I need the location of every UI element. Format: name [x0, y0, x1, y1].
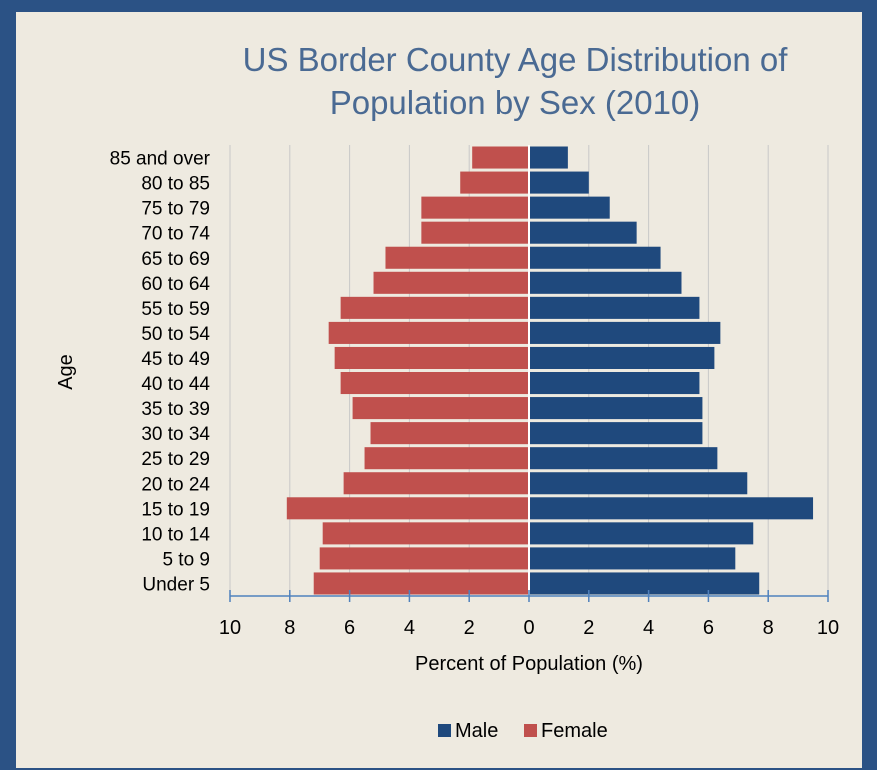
chart-title: US Border County Age Distribution of Pop… [242, 41, 788, 121]
x-tick-label: 8 [284, 617, 295, 639]
gridlines [229, 145, 829, 596]
legend-swatch-female [524, 724, 537, 737]
female-bar [328, 321, 529, 344]
legend: Male Female [438, 720, 608, 742]
female-bar [352, 397, 529, 420]
male-bar [529, 572, 760, 595]
male-bar [529, 447, 718, 470]
category-label: 40 to 44 [141, 374, 210, 395]
female-bar [334, 346, 529, 369]
x-tick-label: 2 [583, 617, 594, 639]
male-bar [529, 196, 610, 219]
x-tick-label: 6 [703, 617, 714, 639]
category-label: 15 to 19 [141, 499, 210, 520]
category-label: 50 to 54 [141, 324, 210, 345]
female-bar [364, 447, 529, 470]
male-bar [529, 346, 715, 369]
x-axis-label: Percent of Population (%) [415, 653, 643, 675]
male-bar [529, 472, 748, 495]
x-tick-label: 10 [219, 617, 241, 639]
category-label: 45 to 49 [141, 349, 210, 370]
male-bar [529, 497, 814, 520]
category-label: 85 and over [110, 149, 211, 170]
x-tick-label: 4 [404, 617, 415, 639]
male-bar [529, 422, 703, 445]
category-label: 5 to 9 [162, 549, 210, 570]
male-bar [529, 246, 661, 269]
category-label: 70 to 74 [141, 224, 210, 245]
category-label: 30 to 34 [141, 424, 210, 445]
category-label: 65 to 69 [141, 249, 210, 270]
category-label: 25 to 29 [141, 449, 210, 470]
female-bar [313, 572, 529, 595]
female-bar [340, 296, 529, 319]
category-label: 35 to 39 [141, 399, 210, 420]
x-tick-label: 4 [643, 617, 654, 639]
female-bar [319, 547, 529, 570]
category-label: 60 to 64 [141, 274, 210, 295]
x-axis: 10 8 6 4 2 0 2 4 6 8 10 [219, 590, 839, 639]
female-bar [322, 522, 529, 545]
legend-label-male: Male [455, 720, 498, 742]
x-tick-label: 0 [523, 617, 534, 639]
male-bar [529, 271, 682, 294]
category-label: 55 to 59 [141, 299, 210, 320]
y-axis-label: Age [55, 354, 77, 390]
x-tick-label: 6 [344, 617, 355, 639]
female-bar [343, 472, 529, 495]
x-tick-label: 8 [763, 617, 774, 639]
female-bar [385, 246, 529, 269]
x-tick-label: 10 [817, 617, 839, 639]
category-label: 10 to 14 [141, 524, 210, 545]
male-bar [529, 397, 703, 420]
male-bar [529, 146, 568, 169]
male-bar [529, 296, 700, 319]
female-bar [421, 196, 529, 219]
male-bar [529, 221, 637, 244]
category-label: 75 to 79 [141, 199, 210, 220]
legend-label-female: Female [541, 720, 608, 742]
bars [286, 145, 814, 596]
female-bar [373, 271, 529, 294]
category-label: Under 5 [142, 574, 210, 595]
female-bar [460, 171, 529, 194]
male-bar [529, 372, 700, 395]
female-bar [286, 497, 529, 520]
category-label: 20 to 24 [141, 474, 210, 495]
male-bar [529, 171, 589, 194]
legend-swatch-male [438, 724, 451, 737]
category-label: 80 to 85 [141, 174, 210, 195]
female-bar [370, 422, 529, 445]
male-bar [529, 547, 736, 570]
female-bar [421, 221, 529, 244]
male-bar [529, 321, 721, 344]
male-bar [529, 522, 754, 545]
female-bar [340, 372, 529, 395]
category-labels: 85 and over 80 to 85 75 to 79 70 to 74 65 to… [110, 149, 211, 596]
x-tick-label: 2 [464, 617, 475, 639]
female-bar [472, 146, 529, 169]
